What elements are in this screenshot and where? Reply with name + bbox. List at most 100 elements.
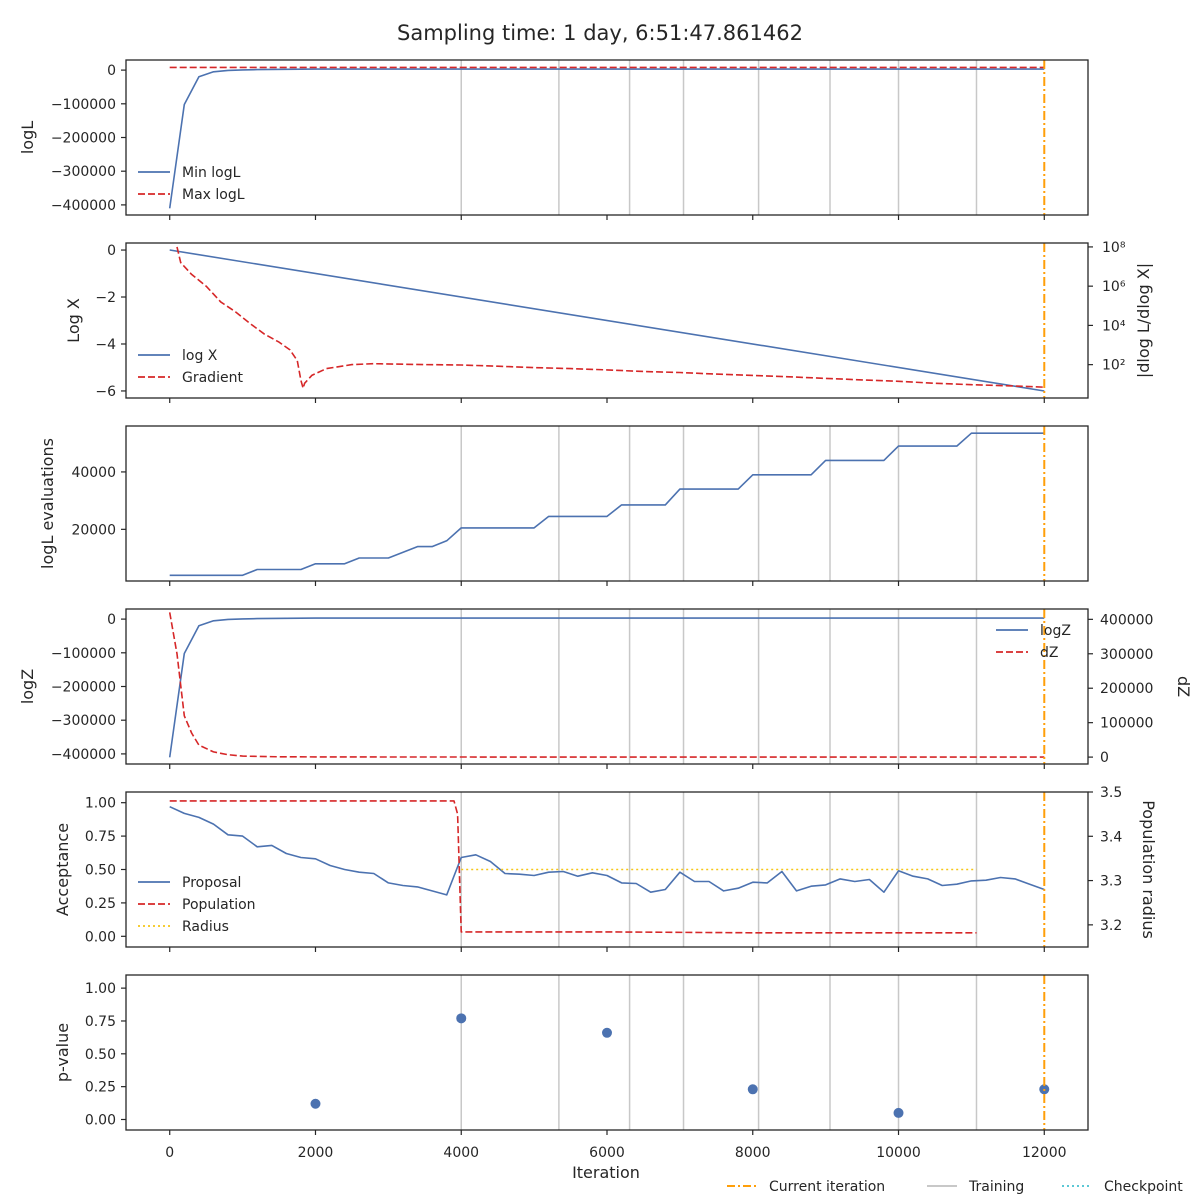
legend-label: logZ [1040, 623, 1071, 639]
legend-label: Gradient [182, 370, 243, 386]
y2-tick-label: 3.5 [1100, 785, 1122, 801]
y-tick-label: −300000 [51, 164, 116, 180]
x-tick-label: 6000 [589, 1145, 625, 1161]
panel-6: 0.00 0.25 0.50 0.75 1.00 p-value 0 2000 4000 6000… [53, 974, 1089, 1161]
y2-tick-label: 0 [1100, 750, 1109, 766]
panel-data [310, 1013, 1050, 1118]
y-tick-label: −200000 [51, 680, 116, 696]
y2-tick-label: 10⁴ [1102, 318, 1126, 334]
y-tick-label: 0.25 [85, 896, 116, 912]
x-tick-label: 4000 [443, 1145, 479, 1161]
panel-5: 0.00 0.25 0.50 0.75 1.00 Acceptance 3.2 3.3 3.4 3… [53, 785, 1158, 952]
scatter-point [893, 1107, 904, 1118]
x-tick-label: 2000 [298, 1145, 334, 1161]
panel-1: 0 −100000 −200000 −300000 −400000 logL Min log… [18, 59, 1089, 220]
y-axis-label: Acceptance [53, 823, 72, 916]
y-tick-label: −100000 [51, 97, 116, 113]
y2-tick-label: 3.3 [1100, 874, 1122, 890]
panel-legend: logZ dZ [996, 623, 1071, 661]
y-tick-label: −400000 [51, 198, 116, 214]
legend-label: Min logL [182, 165, 241, 181]
y2-tick-label: 300000 [1100, 647, 1153, 663]
legend-label: dZ [1040, 645, 1058, 661]
y-tick-label: 0.25 [85, 1080, 116, 1096]
y-tick-label: 0.00 [85, 929, 116, 945]
panel-3: 20000 40000 logL evaluations [38, 425, 1089, 586]
legend-label: Max logL [182, 187, 245, 203]
figure-title: Sampling time: 1 day, 6:51:47.861462 [397, 21, 803, 45]
panel-data [169, 432, 1045, 577]
series-line-1 [169, 805, 1045, 896]
y2-axis-label: Population radius [1139, 800, 1158, 939]
legend-label: Proposal [182, 875, 241, 891]
y2-axis-label: dZ [1174, 676, 1193, 697]
panel-legend: Min logL Max logL [138, 165, 245, 203]
y2-tick-label: 10⁶ [1102, 279, 1126, 295]
legend-current-iteration-label: Current iteration [769, 1179, 885, 1195]
y-axis-label: p-value [53, 1023, 72, 1082]
y-tick-label: 20000 [71, 522, 116, 538]
panel-2: 0 −2 −4 −6 Log X 10⁸ 10⁶ 10⁴ 10² |dlog L/dlog X| l… [64, 240, 1153, 403]
y-tick-label: 1.00 [85, 796, 116, 812]
x-tick-label: 12000 [1022, 1145, 1067, 1161]
x-axis-label: Iteration [572, 1163, 640, 1182]
y-tick-label: 40000 [71, 465, 116, 481]
y2-tick-label: 200000 [1100, 681, 1153, 697]
x-tick-label: 10000 [876, 1145, 921, 1161]
legend-training-label: Training [968, 1179, 1024, 1195]
series-line-1 [168, 617, 1045, 758]
y-tick-label: 0.75 [85, 829, 116, 845]
scatter-point [747, 1084, 758, 1095]
y2-tick-label: 3.2 [1100, 918, 1122, 934]
series-line-2 [176, 246, 1045, 390]
y2-tick-label: 400000 [1100, 612, 1153, 628]
y-tick-label: 0 [107, 63, 116, 79]
panel-data [168, 66, 1045, 209]
y-axis-label: logL [18, 121, 37, 154]
y2-tick-label: 10² [1102, 358, 1125, 374]
y-tick-label: −6 [95, 384, 116, 400]
series-line-2 [168, 612, 1045, 758]
x-tick-label: 8000 [735, 1145, 771, 1161]
y-axis-label: logL evaluations [38, 438, 57, 569]
legend-label: Radius [182, 919, 229, 935]
panel-data [168, 612, 1045, 758]
y-tick-label: −4 [95, 337, 116, 353]
panel-data [169, 246, 1045, 392]
y2-tick-label: 10⁸ [1102, 240, 1126, 256]
y-tick-label: 0.50 [85, 1047, 116, 1063]
series-line-1 [169, 432, 1045, 577]
y-axis-label: logZ [18, 669, 37, 704]
panel-4: 0 −100000 −200000 −300000 −400000 logZ 0 100000… [18, 608, 1193, 769]
scatter-point [456, 1013, 467, 1024]
legend-label: log X [182, 348, 218, 364]
legend-checkpoint-label: Checkpoint [1104, 1179, 1183, 1195]
series-line-1 [168, 68, 1045, 209]
plots: 0 −100000 −200000 −300000 −400000 logL Min log… [18, 59, 1193, 1161]
legend-label: Population [182, 897, 256, 913]
series-line-1 [169, 249, 1045, 392]
y2-axis-label: |dlog L/dlog X| [1134, 263, 1153, 378]
y-tick-label: −2 [95, 290, 116, 306]
y2-tick-label: 100000 [1100, 716, 1153, 732]
y-tick-label: −100000 [51, 646, 116, 662]
panel-data [169, 800, 1045, 934]
y-tick-label: 0.75 [85, 1014, 116, 1030]
y-tick-label: 0.50 [85, 863, 116, 879]
scatter-point [310, 1098, 321, 1109]
panel-legend: Proposal Population Radius [138, 875, 256, 935]
figure-legend: Current iteration Training Checkpoint [727, 1179, 1183, 1195]
y2-tick-label: 3.4 [1100, 829, 1122, 845]
y-tick-label: −300000 [51, 713, 116, 729]
y-tick-label: 1.00 [85, 981, 116, 997]
y-axis-label: Log X [64, 298, 83, 343]
y-tick-label: 0 [107, 612, 116, 628]
y-tick-label: −400000 [51, 747, 116, 763]
x-tick-label: 0 [165, 1145, 174, 1161]
y-tick-label: 0.00 [85, 1112, 116, 1128]
scatter-point [602, 1027, 612, 1038]
y-tick-label: −200000 [51, 131, 116, 147]
panel-legend: log X Gradient [138, 348, 243, 386]
y-tick-label: 0 [107, 243, 116, 259]
